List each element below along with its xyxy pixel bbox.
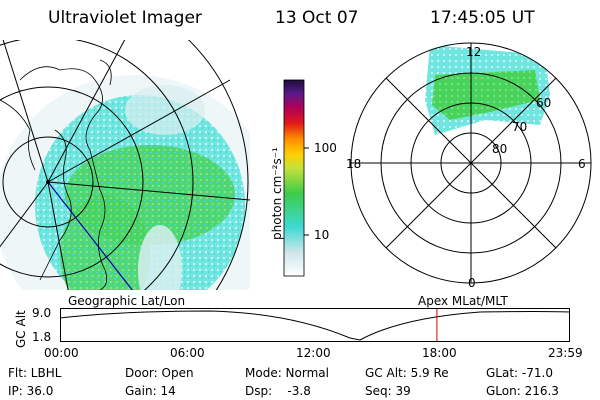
glat-status: GLat: -71.0	[486, 366, 553, 380]
mlt-label-6: 6	[578, 157, 586, 171]
date-label: 13 Oct 07	[275, 8, 359, 28]
door-status: Door: Open	[125, 366, 194, 380]
altitude-timeline	[60, 308, 570, 342]
geographic-image	[0, 40, 250, 290]
filter-status: Flt: LBHL	[8, 366, 62, 380]
seq-status: Seq: 39	[365, 384, 411, 398]
colorbar-tick-100: 100	[314, 141, 337, 155]
colorbar-tick-10: 10	[314, 228, 330, 242]
app-title: Ultraviolet Imager	[48, 8, 202, 28]
timeline-x-tick-4: 23:59	[548, 346, 583, 360]
timeline-y-tick-min: 1.8	[32, 330, 52, 344]
colorbar	[283, 79, 309, 277]
lat-label-80: 80	[492, 142, 508, 156]
timeline-x-tick-0: 00:00	[44, 346, 79, 360]
lat-label-60: 60	[536, 96, 552, 110]
timeline-x-tick-1: 06:00	[170, 346, 205, 360]
gc-alt-status: GC Alt: 5.9 Re	[365, 366, 449, 380]
mlt-label-0: 0	[468, 276, 476, 290]
timeline-y-axis-label: GC Alt	[14, 310, 28, 348]
colorbar-unit-label: photon cm⁻²s⁻¹	[270, 147, 284, 240]
time-label: 17:45:05 UT	[430, 8, 535, 28]
timeline-x-tick-2: 12:00	[296, 346, 331, 360]
timeline-right-label: Apex MLat/MLT	[418, 294, 508, 308]
colorbar-gradient	[283, 79, 305, 277]
mode-status: Mode: Normal	[245, 366, 329, 380]
timeline-y-tick-max: 9.0	[32, 306, 52, 320]
mlt-label-12: 12	[466, 45, 482, 59]
gain-status: Gain: 14	[125, 384, 176, 398]
lat-label-70: 70	[512, 120, 528, 134]
timeline-left-label: Geographic Lat/Lon	[68, 294, 186, 308]
dsp-status: Dsp: -3.8	[245, 384, 311, 398]
glon-status: GLon: 216.3	[486, 384, 559, 398]
timeline-x-tick-3: 18:00	[422, 346, 457, 360]
ip-status: IP: 36.0	[8, 384, 54, 398]
mlt-label-18: 18	[346, 157, 362, 171]
polar-plot	[350, 42, 592, 284]
